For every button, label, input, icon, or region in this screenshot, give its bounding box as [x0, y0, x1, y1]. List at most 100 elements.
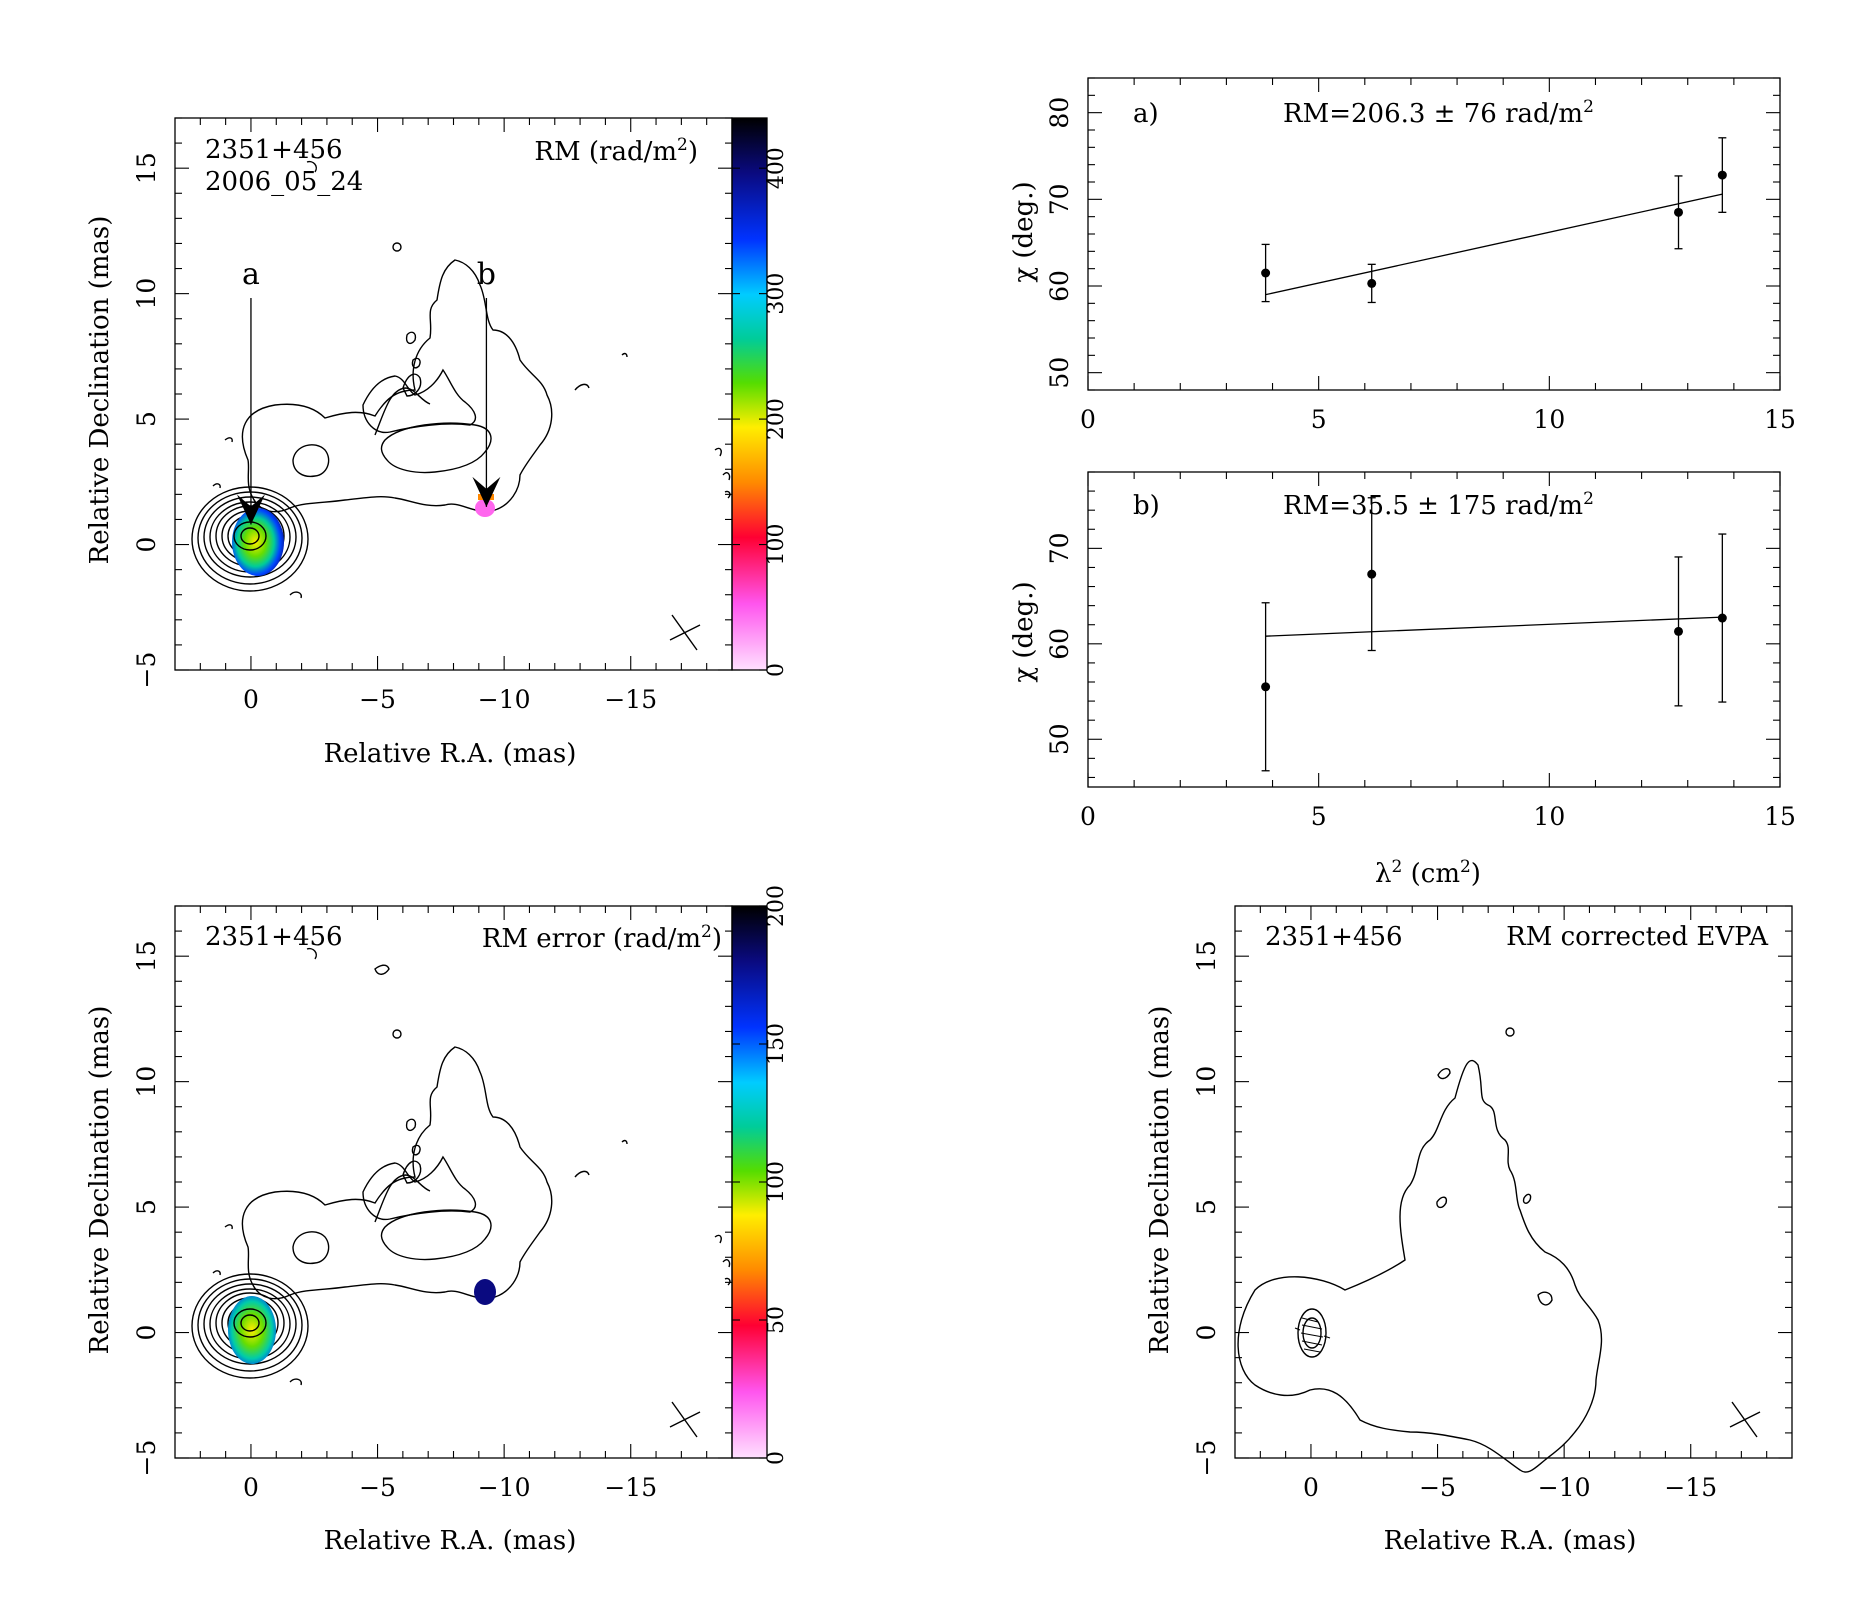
br-xlabel: Relative R.A. (mas): [1384, 1526, 1637, 1556]
tl-colorbar-title: RM (rad/m2): [534, 135, 698, 167]
br-source-name: 2351+456: [1265, 922, 1403, 952]
b-annotation: RM=35.5 ± 175 rad/m2: [1283, 489, 1594, 521]
y-tick-label: −5: [132, 1440, 161, 1477]
x-tick-label: −5: [1419, 1473, 1456, 1502]
data-point: [1261, 682, 1271, 692]
data-point: [1261, 268, 1271, 278]
frame-tl: [174, 117, 733, 671]
x-tick-label: 0: [243, 1473, 259, 1502]
x-tick-label: −5: [359, 685, 396, 714]
y-tick-label: 5: [1192, 1199, 1221, 1215]
colorbar-tick-label: 50: [764, 1306, 789, 1334]
y-tick-label: 50: [1045, 357, 1074, 389]
br-ylabel: Relative Declination (mas): [1145, 1006, 1175, 1355]
bl-source-name: 2351+456: [205, 922, 343, 952]
colorbar-tick-label: 100: [764, 1161, 789, 1203]
data-point: [1717, 613, 1727, 623]
x-tick-label: 0: [1080, 802, 1096, 831]
x-tick-label: −15: [1664, 1473, 1717, 1502]
x-tick-label: 0: [243, 685, 259, 714]
y-tick-label: 0: [1192, 1325, 1221, 1341]
x-tick-label: −15: [604, 1473, 657, 1502]
a-ylabel: χ (deg.): [1009, 181, 1039, 282]
y-tick-label: 0: [132, 537, 161, 553]
beam-tl: [669, 614, 701, 651]
br-title: RM corrected EVPA: [1506, 922, 1769, 952]
rm-knot-b-fill: [475, 499, 495, 517]
x-tick-label: 5: [1311, 802, 1327, 831]
fit-line: [1265, 193, 1723, 296]
colorbar-tl: [731, 117, 768, 671]
evpa-outer-contour: [1237, 1059, 1603, 1473]
x-tick-label: 0: [1080, 405, 1096, 434]
colorbar-tick-label: 150: [764, 1023, 789, 1065]
frame-b: [1087, 471, 1781, 788]
y-tick-label: 50: [1045, 723, 1074, 755]
colorbar-tick-label: 0: [764, 1451, 789, 1465]
frame-br: [1234, 905, 1793, 1459]
y-tick-label: 5: [132, 1199, 161, 1215]
marker-label-b: b: [477, 257, 496, 292]
data-point: [1367, 569, 1377, 579]
x-tick-label: 5: [1311, 405, 1327, 434]
tl-epoch: 2006_05_24: [205, 167, 363, 197]
colorbar-tl-fill: [732, 118, 767, 670]
contours-bl: [212, 947, 731, 1386]
x-tick-label: 15: [1764, 405, 1796, 434]
tl-source-name: 2351+456: [205, 135, 343, 165]
y-tick-label: 10: [1192, 1066, 1221, 1098]
evpa-ticks: [1294, 1317, 1331, 1353]
y-tick-label: 0: [132, 1325, 161, 1341]
x-tick-label: −10: [1538, 1473, 1591, 1502]
y-tick-label: −5: [132, 652, 161, 689]
bl-colorbar-title: RM error (rad/m2): [482, 922, 722, 954]
x-tick-label: −15: [604, 685, 657, 714]
rm-error-knot-fill: [474, 1279, 496, 1305]
colorbar-tick-label: 300: [764, 273, 789, 315]
x-tick-label: 10: [1533, 802, 1565, 831]
y-tick-label: 15: [1192, 940, 1221, 972]
rm-core-fill: [232, 508, 284, 576]
rm-map-image: [191, 160, 731, 599]
x-tick-label: 0: [1303, 1473, 1319, 1502]
y-tick-label: 5: [132, 411, 161, 427]
y-tick-label: 10: [132, 278, 161, 310]
rm-error-image: [191, 947, 731, 1386]
marker-label-a: a: [242, 257, 260, 292]
colorbar-tick-label: 200: [764, 398, 789, 440]
x-tick-label: 10: [1533, 405, 1565, 434]
y-tick-label: 80: [1045, 97, 1074, 129]
x-tick-label: −5: [359, 1473, 396, 1502]
y-tick-label: 60: [1045, 628, 1074, 660]
x-tick-label: 15: [1764, 802, 1796, 831]
marker-arrowhead: [236, 494, 265, 525]
b-ylabel: χ (deg.): [1009, 581, 1039, 682]
y-tick-label: 10: [132, 1066, 161, 1098]
b-panel-label: b): [1133, 491, 1160, 521]
y-tick-label: 70: [1045, 183, 1074, 215]
b-xlabel: λ2 (cm2): [1375, 857, 1481, 889]
marker-arrowhead: [472, 476, 501, 507]
tl-xlabel: Relative R.A. (mas): [324, 739, 577, 769]
a-annotation: RM=206.3 ± 76 rad/m2: [1283, 97, 1594, 129]
bl-xlabel: Relative R.A. (mas): [324, 1526, 577, 1556]
y-tick-label: 15: [132, 152, 161, 184]
tl-ylabel: Relative Declination (mas): [85, 216, 115, 565]
evpa-image: [1237, 1027, 1603, 1473]
frame-bl: [174, 905, 733, 1459]
x-tick-label: −10: [478, 1473, 531, 1502]
data-point: [1674, 626, 1684, 636]
data-point: [1674, 207, 1684, 217]
colorbar-tick-label: 100: [764, 524, 789, 566]
x-tick-label: −10: [478, 685, 531, 714]
rm-error-core-fill: [228, 1296, 276, 1364]
fit-line: [1265, 616, 1723, 637]
y-tick-label: 70: [1045, 532, 1074, 564]
colorbar-tick-label: 400: [764, 147, 789, 189]
beam-bl: [669, 1401, 701, 1438]
y-tick-label: 15: [132, 940, 161, 972]
data-point: [1717, 170, 1727, 180]
y-tick-label: −5: [1192, 1440, 1221, 1477]
a-panel-label: a): [1133, 99, 1159, 129]
